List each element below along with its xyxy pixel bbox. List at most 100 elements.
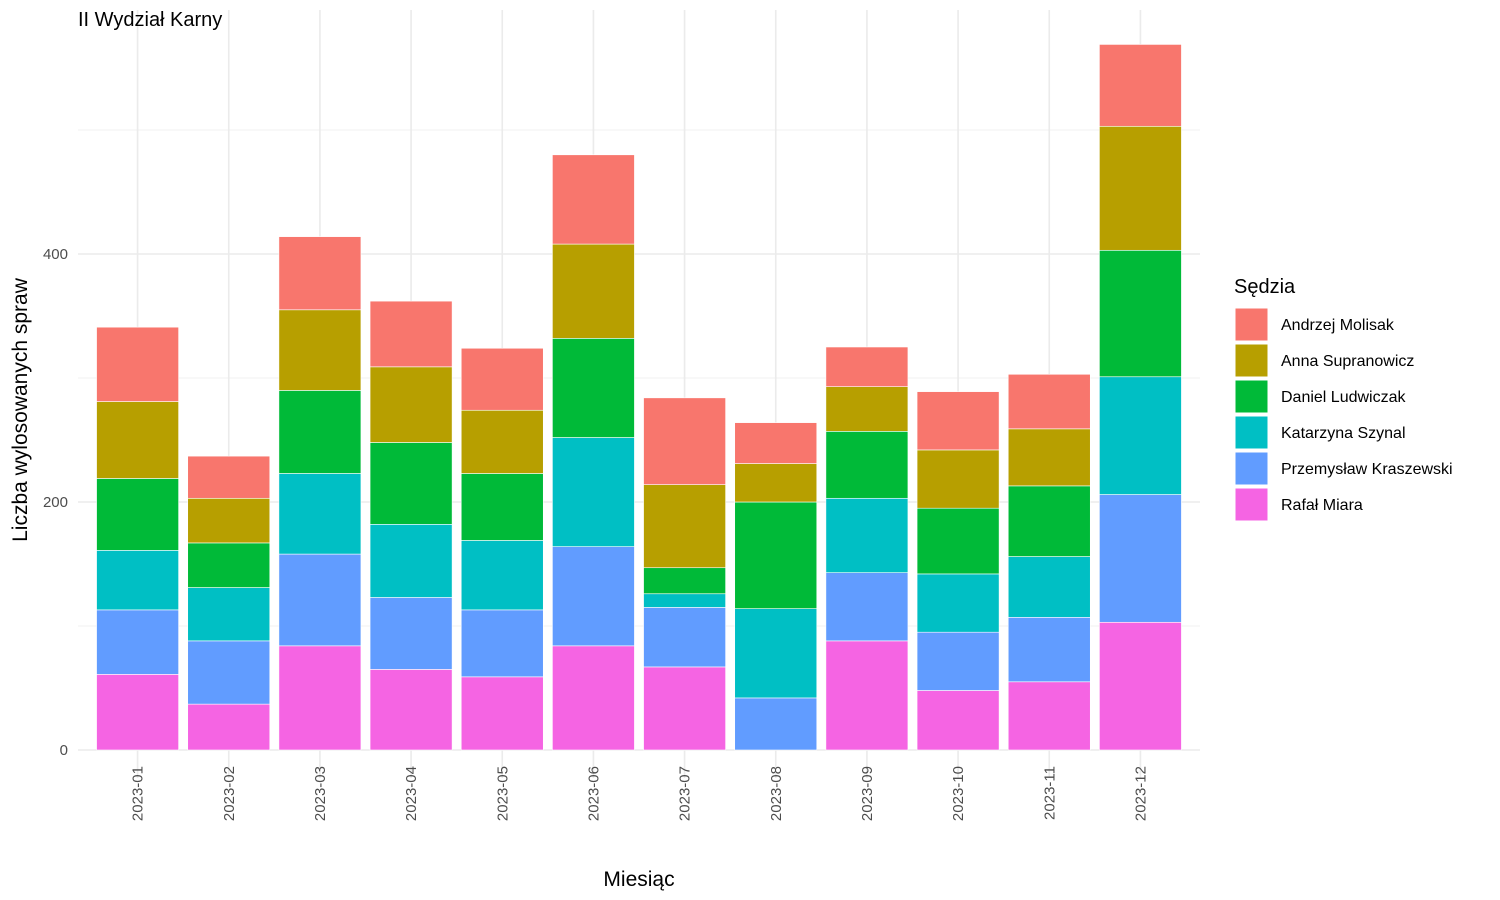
y-axis-title: Liczba wylosowanych spraw — [9, 277, 32, 542]
bar-segment — [187, 640, 271, 705]
legend-label: Anna Supranowicz — [1281, 353, 1414, 370]
bar-segment — [916, 690, 1000, 751]
bar-segment — [1099, 44, 1182, 127]
bar-segment — [96, 478, 179, 551]
bar-segment — [187, 542, 271, 588]
x-tick-label: 2023-07 — [677, 766, 694, 821]
bar-segment — [643, 484, 726, 569]
bar-segment — [734, 501, 818, 609]
bar-segment — [278, 645, 362, 751]
legend-label: Rafał Miara — [1281, 497, 1363, 514]
x-axis-title: Miesiąc — [603, 868, 674, 891]
bar-segment — [369, 597, 453, 670]
bar-segment — [916, 507, 1000, 575]
bar-segment — [460, 609, 544, 678]
bar-segment — [734, 697, 818, 751]
bar-segment — [1099, 125, 1182, 251]
legend-swatch — [1234, 307, 1269, 342]
bar-segment — [916, 391, 1000, 451]
bar-segment — [187, 497, 271, 544]
bar-segment — [643, 666, 726, 751]
bar-segment — [369, 366, 453, 443]
legend-label: Przemysław Kraszewski — [1281, 461, 1453, 478]
bar-segment — [552, 645, 635, 751]
bar-segment — [460, 347, 544, 411]
bar-segment — [278, 236, 362, 311]
bar-segment — [278, 309, 362, 391]
legend-label: Katarzyna Szynal — [1281, 425, 1406, 442]
bar-segment — [460, 676, 544, 751]
x-tick-label: 2023-04 — [403, 766, 420, 821]
bar-segment — [187, 587, 271, 642]
bar-segment — [187, 703, 271, 751]
bar-segment — [1007, 428, 1091, 487]
legend-title: Sędzia — [1234, 276, 1296, 298]
bar-segment — [552, 338, 635, 438]
x-tick-label: 2023-03 — [312, 766, 329, 821]
bar-segment — [825, 346, 909, 387]
bars — [96, 44, 1182, 751]
legend-label: Daniel Ludwiczak — [1281, 389, 1407, 406]
bar-segment — [552, 154, 635, 245]
bar-segment — [916, 573, 1000, 633]
legend-swatch — [1234, 415, 1269, 450]
legend-swatch — [1234, 451, 1269, 486]
legend-swatch — [1234, 379, 1269, 414]
bar-segment — [825, 572, 909, 642]
bar-segment — [643, 567, 726, 595]
bar-segment — [643, 593, 726, 608]
bar-segment — [1007, 373, 1091, 430]
bar-segment — [643, 397, 726, 485]
bar-segment — [278, 553, 362, 647]
bar-segment — [96, 550, 179, 611]
bar-segment — [460, 473, 544, 541]
bar-segment — [1007, 681, 1091, 751]
bar-segment — [369, 524, 453, 598]
bar-segment — [96, 609, 179, 675]
bar-segment — [916, 631, 1000, 691]
y-tick-label: 0 — [60, 742, 68, 759]
bar-segment — [278, 390, 362, 474]
bar-segment — [1007, 617, 1091, 683]
bar-segment — [187, 455, 271, 499]
bar-segment — [460, 540, 544, 611]
x-axis-ticks: 2023-01 2023-02 2023-03 2023-04 2023-05 2023-… — [130, 766, 1150, 821]
y-axis-ticks: 0 200 400 — [43, 246, 68, 759]
bar-segment — [1099, 621, 1182, 751]
legend: Sędzia Andrzej Molisak Anna Supranowicz Da… — [1234, 276, 1453, 522]
y-tick-label: 400 — [43, 246, 68, 263]
x-tick-label: 2023-02 — [221, 766, 238, 821]
y-tick-label: 200 — [43, 494, 68, 511]
legend-swatch — [1234, 487, 1269, 522]
bar-segment — [460, 409, 544, 474]
bar-segment — [96, 401, 179, 479]
bar-segment — [1099, 249, 1182, 378]
bar-segment — [734, 463, 818, 503]
bar-segment — [552, 437, 635, 547]
bar-segment — [1007, 485, 1091, 557]
chart-title: II Wydział Karny — [78, 9, 222, 31]
bar-segment — [1099, 494, 1182, 623]
x-tick-label: 2023-08 — [768, 766, 785, 821]
bar-segment — [96, 326, 179, 402]
x-tick-label: 2023-01 — [130, 766, 147, 821]
bar-segment — [369, 442, 453, 525]
x-tick-label: 2023-05 — [494, 766, 511, 821]
bar-segment — [825, 386, 909, 432]
legend-swatch — [1234, 343, 1269, 378]
bar-segment — [1007, 556, 1091, 618]
bar-segment — [96, 674, 179, 751]
bar-segment — [278, 473, 362, 555]
x-tick-label: 2023-12 — [1132, 766, 1149, 821]
bar-segment — [1099, 376, 1182, 495]
bar-segment — [825, 497, 909, 573]
bar-segment — [825, 640, 909, 751]
bar-segment — [734, 422, 818, 464]
bar-segment — [734, 608, 818, 699]
x-tick-label: 2023-09 — [859, 766, 876, 821]
legend-label: Andrzej Molisak — [1281, 317, 1395, 334]
x-tick-label: 2023-11 — [1041, 766, 1058, 820]
bar-segment — [369, 669, 453, 751]
